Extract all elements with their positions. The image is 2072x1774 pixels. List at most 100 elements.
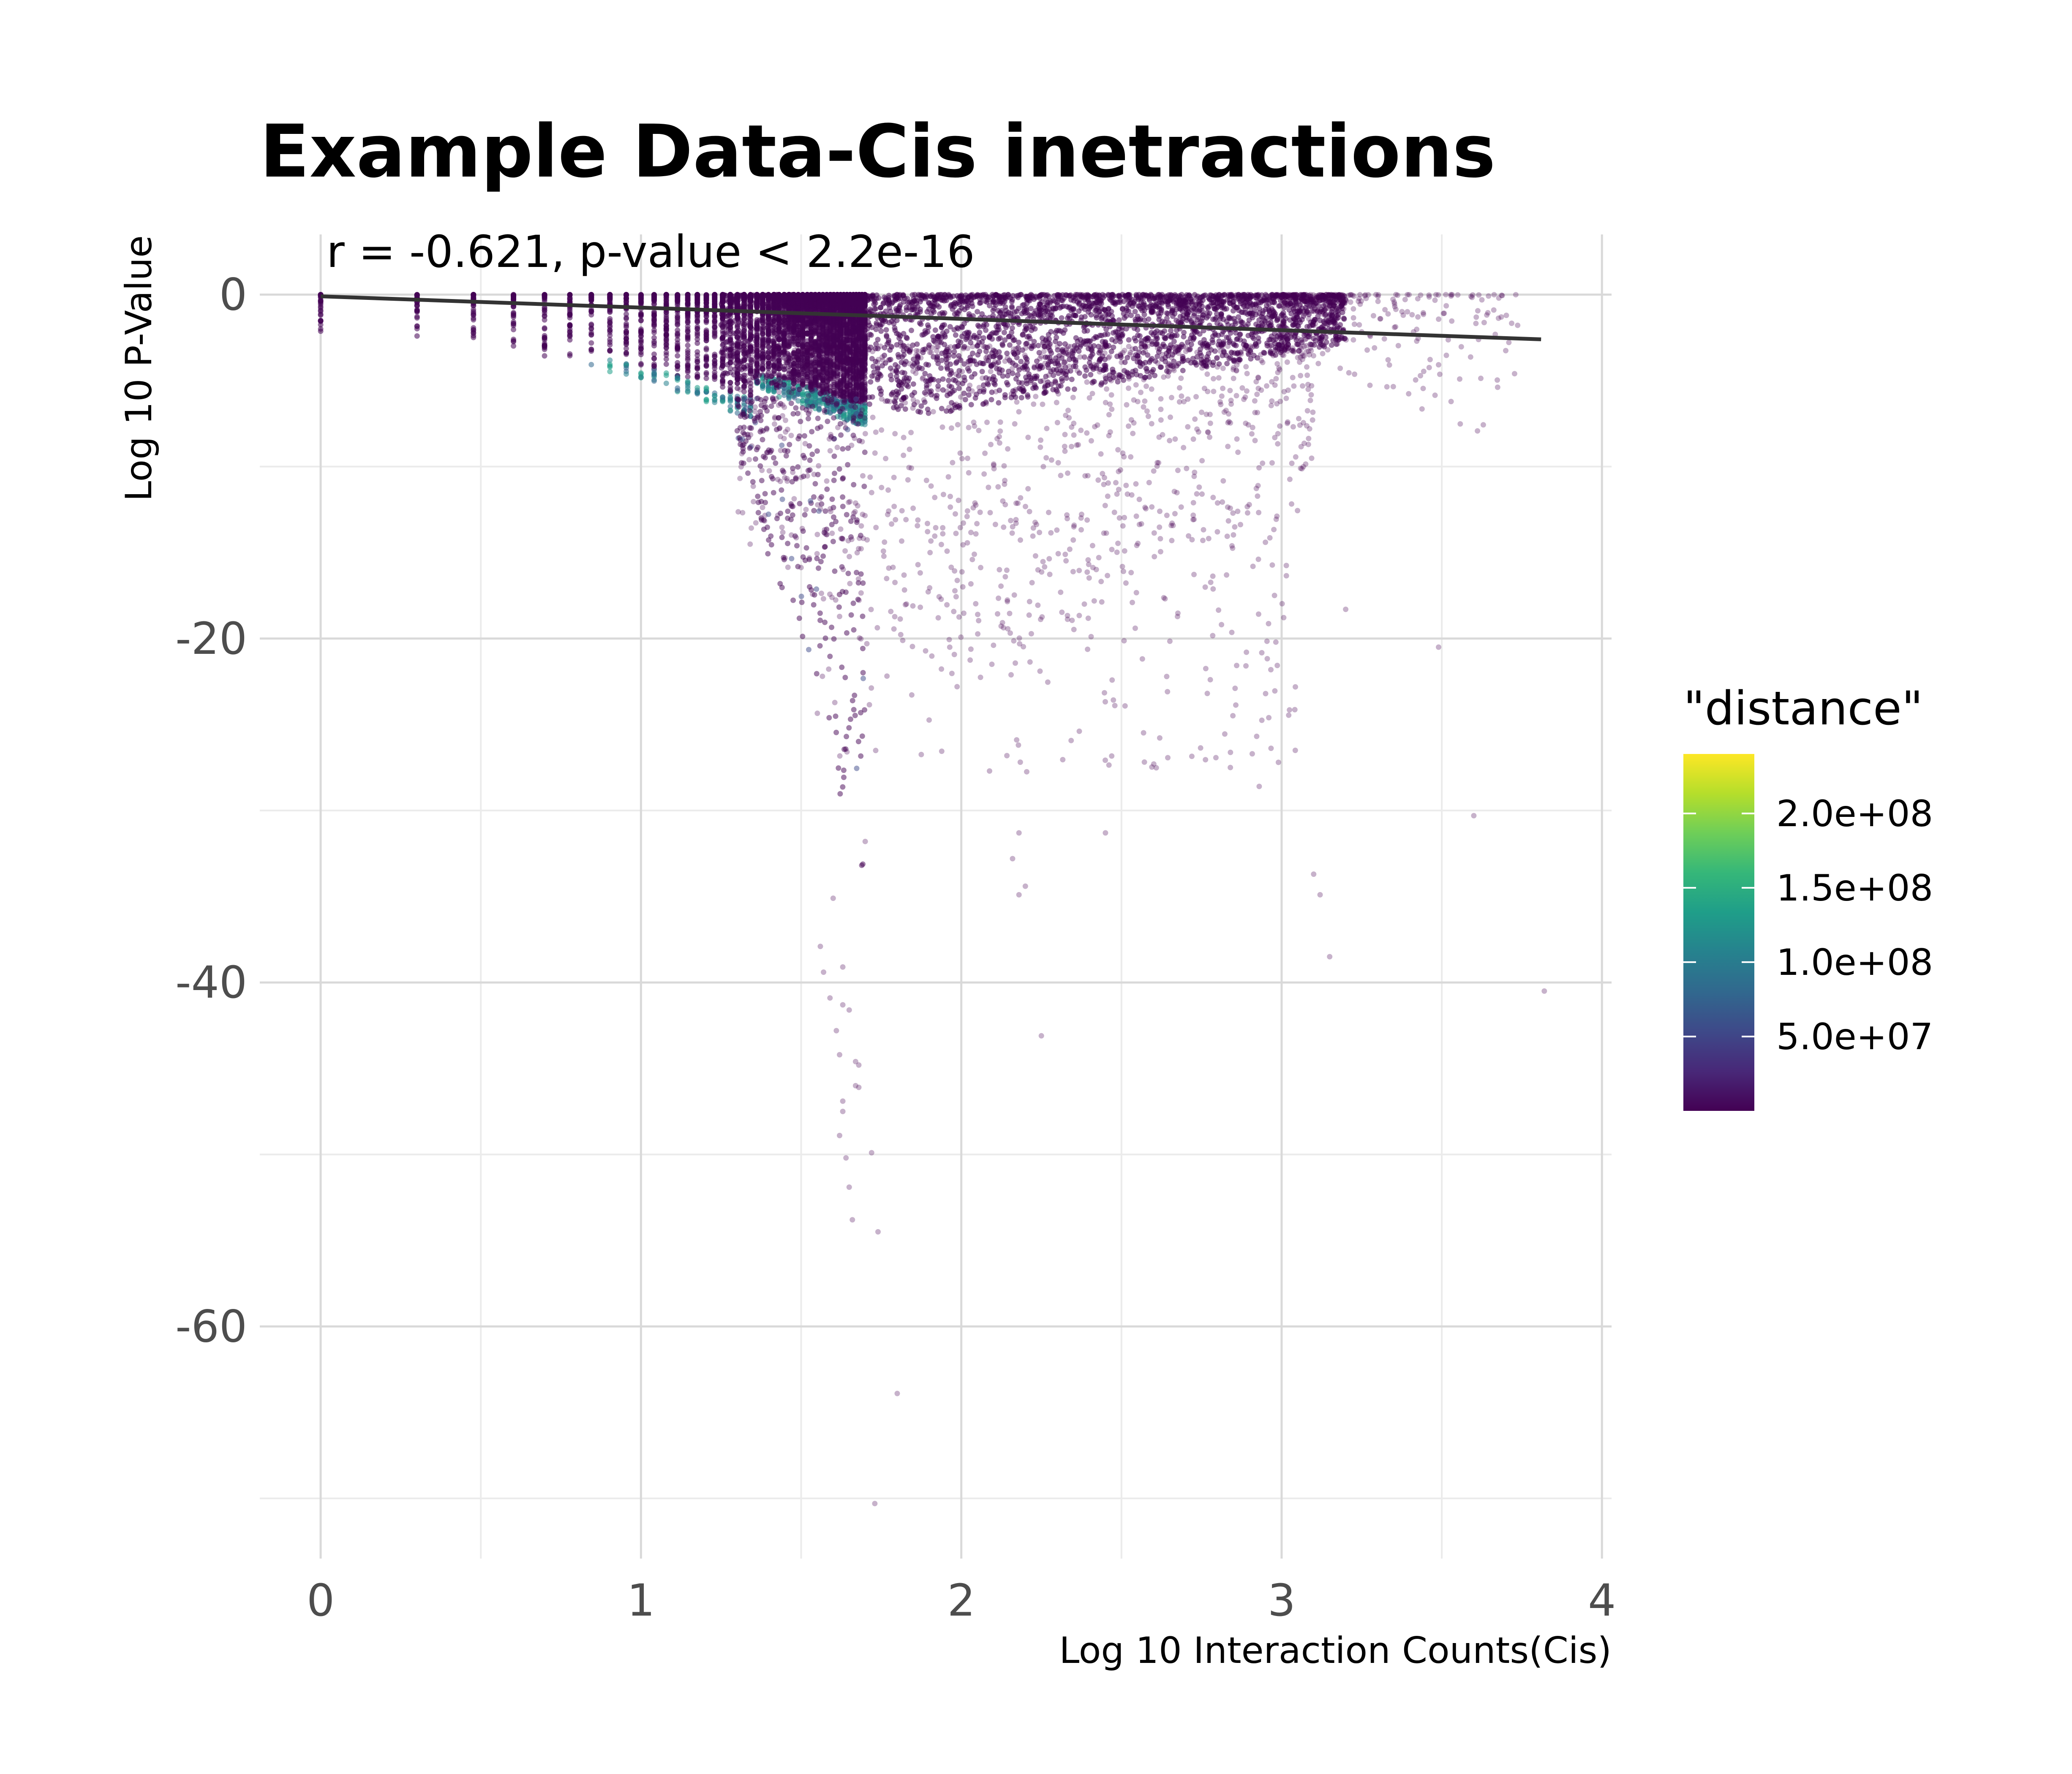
data-point bbox=[712, 365, 718, 371]
data-point bbox=[542, 344, 547, 350]
data-point bbox=[542, 325, 547, 331]
data-point bbox=[651, 323, 657, 329]
data-point bbox=[685, 374, 691, 380]
data-point bbox=[760, 383, 765, 389]
data-point bbox=[727, 388, 733, 394]
data-point bbox=[791, 341, 797, 347]
data-point bbox=[685, 293, 691, 299]
data-point bbox=[694, 333, 700, 339]
data-point bbox=[694, 340, 700, 346]
data-point bbox=[675, 330, 681, 336]
data-point bbox=[318, 326, 324, 332]
data-point bbox=[624, 298, 629, 304]
data-point bbox=[703, 397, 709, 403]
data-point bbox=[567, 306, 573, 312]
data-point bbox=[727, 407, 733, 413]
data-point bbox=[663, 352, 669, 358]
data-point bbox=[511, 319, 517, 325]
data-point bbox=[741, 384, 747, 390]
data-point bbox=[703, 334, 709, 340]
data-point bbox=[720, 399, 726, 405]
data-point bbox=[588, 347, 594, 353]
data-point bbox=[694, 324, 700, 330]
data-point bbox=[588, 292, 594, 298]
data-point bbox=[808, 393, 814, 399]
data-point bbox=[588, 340, 594, 346]
data-point bbox=[781, 392, 787, 398]
data-point bbox=[471, 315, 476, 321]
data-point bbox=[542, 333, 547, 339]
data-point bbox=[607, 363, 613, 369]
data-point bbox=[511, 314, 517, 320]
data-point bbox=[638, 375, 644, 381]
data-point bbox=[651, 302, 657, 307]
data-point bbox=[414, 315, 420, 321]
data-point bbox=[607, 329, 613, 335]
data-point bbox=[663, 361, 669, 367]
data-point bbox=[567, 351, 573, 357]
data-point bbox=[685, 350, 691, 356]
data-point bbox=[685, 362, 691, 368]
data-point bbox=[694, 292, 700, 298]
data-point bbox=[588, 325, 594, 331]
data-point bbox=[675, 353, 681, 359]
data-point bbox=[795, 379, 801, 385]
data-point bbox=[663, 292, 669, 297]
data-point bbox=[816, 406, 822, 412]
data-point bbox=[720, 378, 726, 384]
data-point bbox=[651, 351, 657, 357]
data-point bbox=[694, 315, 700, 321]
data-point bbox=[712, 351, 718, 357]
data-point bbox=[760, 332, 765, 337]
data-point bbox=[651, 378, 657, 384]
data-point bbox=[776, 352, 782, 358]
data-point bbox=[588, 321, 594, 327]
data-point bbox=[588, 308, 594, 314]
data-point bbox=[607, 296, 613, 302]
data-point bbox=[638, 292, 644, 298]
data-point bbox=[712, 294, 718, 300]
data-point bbox=[651, 356, 657, 362]
data-point bbox=[685, 355, 691, 361]
data-point bbox=[781, 374, 787, 380]
data-point bbox=[414, 307, 420, 313]
data-point bbox=[663, 381, 669, 386]
data-point bbox=[651, 363, 657, 369]
data-point bbox=[651, 371, 657, 377]
data-point bbox=[675, 301, 681, 306]
data-point bbox=[776, 394, 782, 400]
data-point bbox=[685, 301, 691, 307]
data-point bbox=[414, 302, 420, 308]
data-point bbox=[567, 333, 573, 339]
data-point bbox=[712, 372, 718, 378]
data-point bbox=[624, 316, 629, 322]
data-point bbox=[607, 309, 613, 315]
data-point bbox=[663, 335, 669, 341]
data-point bbox=[800, 382, 806, 388]
data-point bbox=[607, 292, 613, 297]
data-point bbox=[471, 327, 476, 332]
data-point bbox=[638, 338, 644, 344]
data-point bbox=[694, 359, 700, 365]
data-point bbox=[663, 318, 669, 324]
data-point bbox=[754, 348, 760, 354]
data-point bbox=[663, 323, 669, 329]
data-point bbox=[414, 292, 420, 298]
data-point bbox=[703, 293, 709, 299]
data-point bbox=[607, 323, 613, 329]
data-point bbox=[703, 363, 709, 369]
data-point bbox=[542, 313, 547, 318]
data-point bbox=[703, 346, 709, 351]
data-point bbox=[663, 373, 669, 378]
data-point bbox=[638, 312, 644, 318]
data-point bbox=[727, 395, 733, 400]
data-point bbox=[735, 381, 741, 386]
data-point bbox=[607, 348, 613, 354]
data-point bbox=[638, 362, 644, 368]
data-point bbox=[712, 324, 718, 329]
data-point bbox=[567, 315, 573, 321]
data-point bbox=[663, 314, 669, 320]
data-point bbox=[685, 378, 691, 384]
data-point bbox=[588, 330, 594, 336]
